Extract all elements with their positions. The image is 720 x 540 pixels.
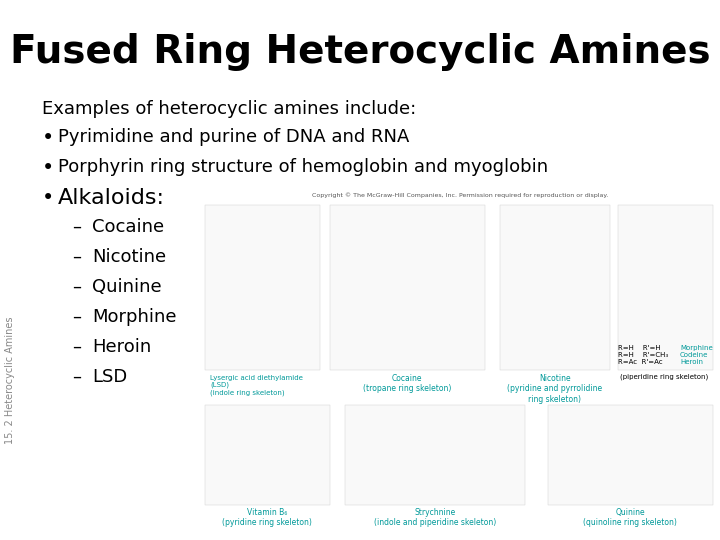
Text: –: – [72,338,81,356]
Text: Fused Ring Heterocyclic Amines: Fused Ring Heterocyclic Amines [9,33,711,71]
FancyBboxPatch shape [205,405,330,505]
FancyBboxPatch shape [548,405,713,505]
Text: Examples of heterocyclic amines include:: Examples of heterocyclic amines include: [42,100,416,118]
Text: Copyright © The McGraw-Hill Companies, Inc. Permission required for reproduction: Copyright © The McGraw-Hill Companies, I… [312,192,608,198]
Text: –: – [72,218,81,236]
Text: 15. 2 Heterocyclic Amines: 15. 2 Heterocyclic Amines [5,316,15,444]
Text: –: – [72,368,81,386]
Text: Quinine: Quinine [92,278,161,296]
Text: Porphyrin ring structure of hemoglobin and myoglobin: Porphyrin ring structure of hemoglobin a… [58,158,548,176]
Text: –: – [72,278,81,296]
Text: Nicotine: Nicotine [92,248,166,266]
Text: (piperidine ring skeleton): (piperidine ring skeleton) [620,374,708,381]
FancyBboxPatch shape [345,405,525,505]
Text: Morphine: Morphine [92,308,176,326]
FancyBboxPatch shape [618,205,713,370]
FancyBboxPatch shape [205,205,320,370]
Text: R=H    R'=H
R=H    R'=CH₃
R=Ac  R'=Ac: R=H R'=H R=H R'=CH₃ R=Ac R'=Ac [618,345,668,365]
Text: Morphine
Codeine
Heroin: Morphine Codeine Heroin [680,345,713,365]
Text: Cocaine
(tropane ring skeleton): Cocaine (tropane ring skeleton) [363,374,451,394]
Text: Alkaloids:: Alkaloids: [58,188,165,208]
Text: •: • [42,188,54,208]
Text: •: • [42,128,54,148]
Text: Pyrimidine and purine of DNA and RNA: Pyrimidine and purine of DNA and RNA [58,128,410,146]
Text: Nicotine
(pyridine and pyrrolidine
ring skeleton): Nicotine (pyridine and pyrrolidine ring … [508,374,603,404]
Text: –: – [72,248,81,266]
Text: •: • [42,158,54,178]
FancyBboxPatch shape [330,205,485,370]
Text: Vitamin B₆
(pyridine ring skeleton): Vitamin B₆ (pyridine ring skeleton) [222,508,312,528]
Text: Quinine
(quinoline ring skeleton): Quinine (quinoline ring skeleton) [583,508,677,528]
Text: Lysergic acid diethylamide
(LSD)
(indole ring skeleton): Lysergic acid diethylamide (LSD) (indole… [210,375,303,396]
Text: LSD: LSD [92,368,127,386]
Text: Heroin: Heroin [92,338,151,356]
Text: Cocaine: Cocaine [92,218,164,236]
FancyBboxPatch shape [500,205,610,370]
Text: –: – [72,308,81,326]
Text: Strychnine
(indole and piperidine skeleton): Strychnine (indole and piperidine skelet… [374,508,496,528]
